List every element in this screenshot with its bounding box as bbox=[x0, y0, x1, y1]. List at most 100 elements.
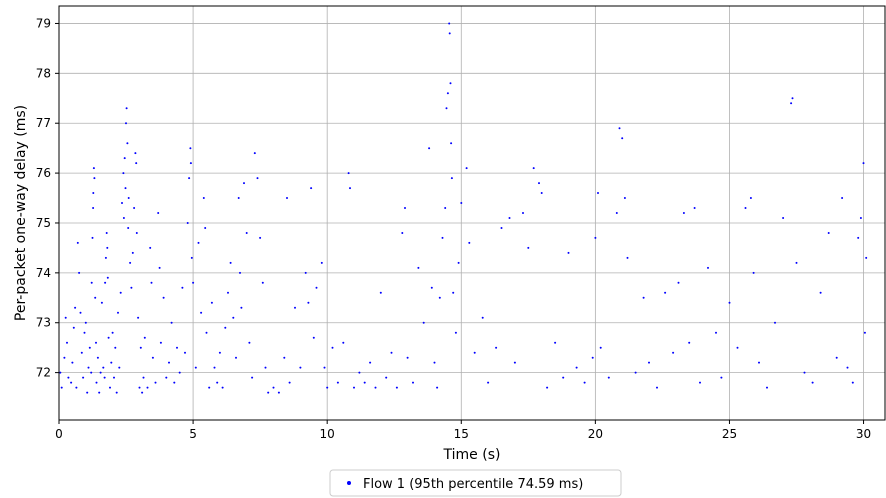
data-point bbox=[468, 241, 471, 244]
grid-lines bbox=[58, 6, 885, 420]
data-point bbox=[591, 356, 594, 359]
data-point bbox=[92, 167, 95, 170]
data-point bbox=[326, 386, 329, 389]
data-point bbox=[105, 232, 108, 234]
data-point bbox=[213, 366, 216, 369]
data-point bbox=[124, 187, 127, 190]
data-point bbox=[109, 386, 111, 389]
data-point bbox=[441, 236, 444, 239]
data-point bbox=[79, 311, 82, 314]
data-point bbox=[170, 321, 173, 324]
data-point bbox=[438, 296, 441, 299]
data-point bbox=[125, 107, 128, 110]
data-point bbox=[766, 386, 768, 389]
data-point bbox=[186, 222, 189, 224]
data-point bbox=[93, 177, 96, 180]
data-point bbox=[131, 251, 134, 254]
data-point bbox=[452, 291, 455, 294]
data-point bbox=[245, 232, 248, 234]
data-point bbox=[253, 152, 256, 155]
data-point bbox=[122, 217, 125, 219]
data-point bbox=[83, 331, 86, 334]
data-point bbox=[554, 341, 557, 344]
data-point bbox=[495, 346, 498, 349]
data-point bbox=[342, 341, 345, 344]
data-point bbox=[123, 157, 126, 160]
data-point bbox=[142, 376, 145, 379]
data-point bbox=[304, 271, 307, 274]
data-point bbox=[607, 376, 610, 379]
data-point bbox=[92, 192, 95, 194]
data-points bbox=[59, 22, 868, 394]
data-point bbox=[138, 386, 141, 389]
x-tick-label: 5 bbox=[189, 427, 197, 441]
data-point bbox=[104, 256, 107, 259]
data-point bbox=[618, 127, 621, 130]
data-point bbox=[150, 281, 153, 284]
data-point bbox=[102, 366, 105, 369]
data-point bbox=[90, 371, 93, 374]
data-point bbox=[92, 207, 95, 209]
data-point bbox=[133, 207, 136, 209]
data-point bbox=[664, 291, 667, 294]
data-point bbox=[158, 266, 161, 269]
data-point bbox=[60, 386, 63, 389]
data-point bbox=[774, 321, 776, 324]
data-point bbox=[369, 361, 372, 364]
data-point bbox=[682, 212, 685, 214]
data-point bbox=[90, 281, 93, 284]
data-point bbox=[210, 301, 213, 304]
data-point bbox=[562, 376, 565, 379]
data-point bbox=[401, 232, 404, 234]
data-point bbox=[221, 386, 224, 389]
data-point bbox=[64, 316, 67, 319]
data-point bbox=[758, 361, 760, 364]
data-point bbox=[134, 152, 137, 155]
data-point bbox=[99, 371, 102, 374]
data-point bbox=[795, 261, 798, 264]
data-point bbox=[162, 296, 165, 299]
data-point bbox=[87, 366, 90, 369]
data-point bbox=[385, 376, 388, 379]
data-point bbox=[819, 291, 822, 294]
data-point bbox=[115, 391, 118, 394]
data-point bbox=[626, 256, 629, 259]
data-point bbox=[450, 177, 453, 180]
data-point bbox=[672, 351, 675, 354]
data-point bbox=[540, 192, 543, 194]
data-point bbox=[251, 376, 254, 379]
data-point bbox=[118, 366, 121, 369]
data-point bbox=[197, 241, 200, 244]
data-point bbox=[267, 391, 270, 394]
data-point bbox=[827, 232, 830, 234]
data-point bbox=[315, 286, 318, 289]
data-point bbox=[75, 386, 78, 389]
data-point bbox=[248, 341, 251, 344]
data-point bbox=[76, 241, 79, 244]
data-point bbox=[86, 391, 89, 394]
data-point bbox=[130, 286, 133, 289]
data-point bbox=[88, 346, 91, 349]
data-point bbox=[811, 381, 814, 384]
data-point bbox=[149, 246, 152, 249]
data-point bbox=[114, 346, 117, 349]
data-point bbox=[229, 261, 232, 264]
data-point bbox=[846, 366, 849, 369]
data-point bbox=[127, 197, 130, 199]
data-point bbox=[448, 22, 451, 25]
y-tick-label: 74 bbox=[36, 266, 51, 280]
y-axis-ticks: 72 73 74 75 76 77 78 79 bbox=[36, 16, 59, 380]
y-tick-label: 78 bbox=[36, 66, 51, 80]
data-point bbox=[63, 356, 66, 359]
x-axis-label: Time (s) bbox=[443, 447, 501, 463]
data-point bbox=[379, 291, 382, 294]
data-point bbox=[72, 326, 75, 329]
data-point bbox=[137, 316, 140, 319]
data-point bbox=[460, 202, 463, 204]
data-point bbox=[91, 236, 94, 239]
data-point bbox=[98, 391, 101, 394]
data-point bbox=[202, 197, 205, 199]
data-point bbox=[623, 197, 626, 199]
data-point bbox=[74, 306, 77, 309]
